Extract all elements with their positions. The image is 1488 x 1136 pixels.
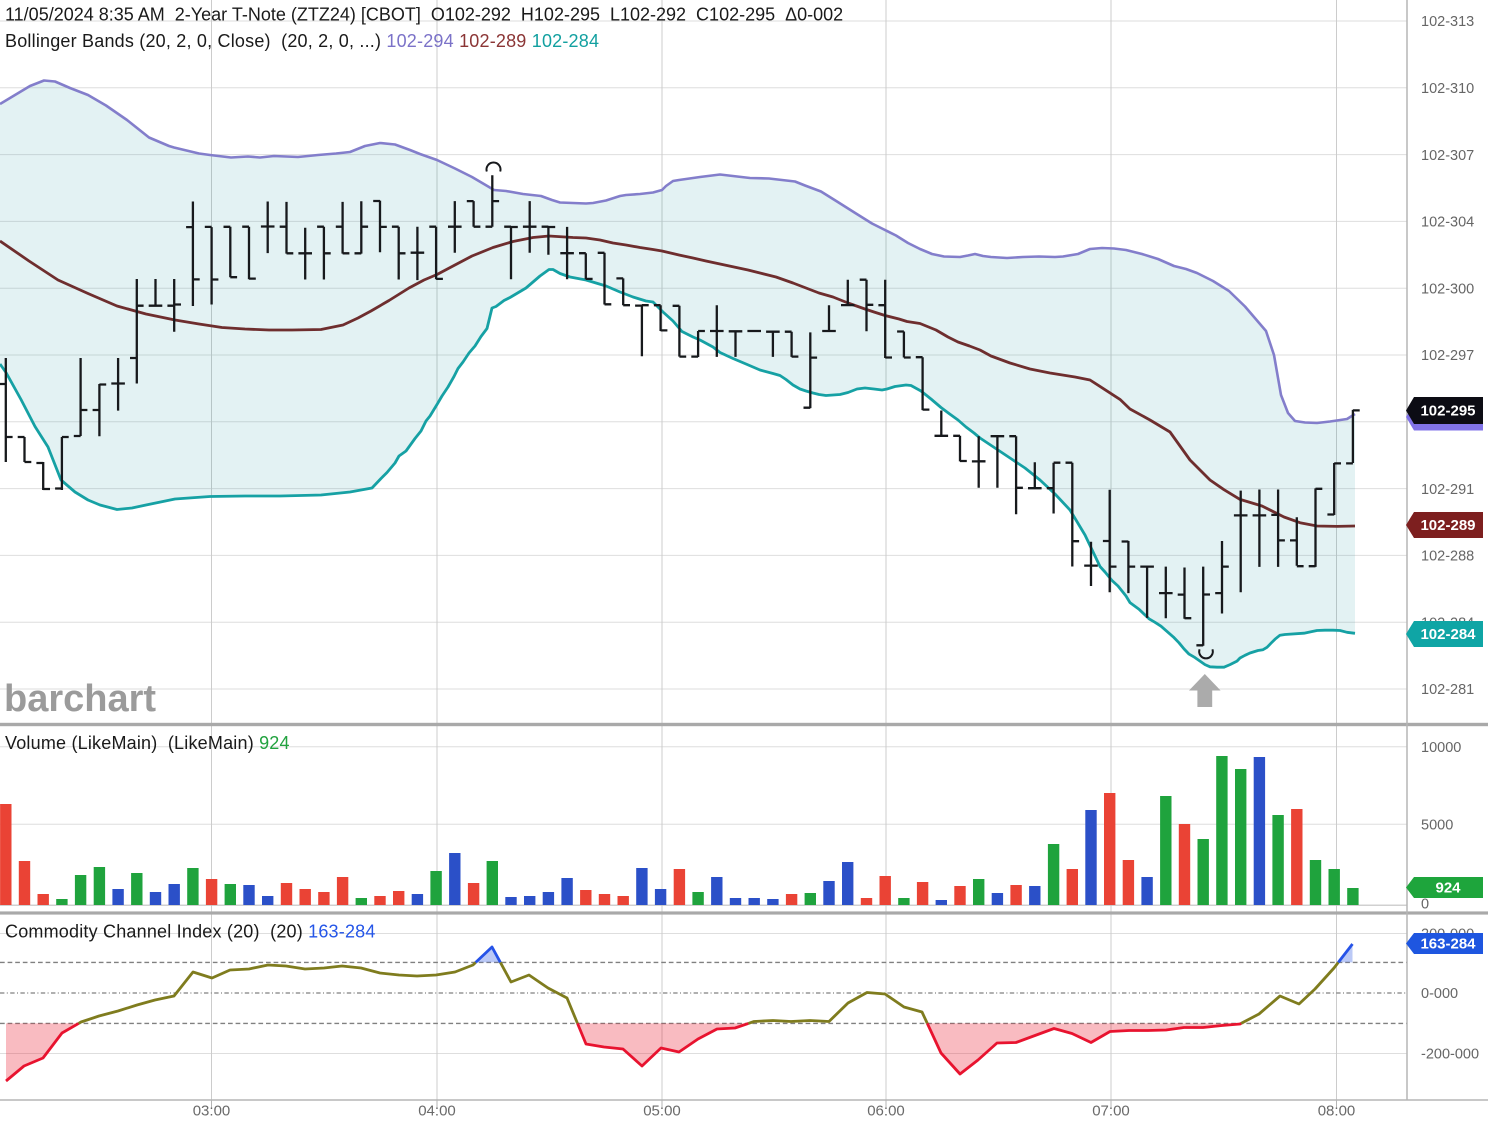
- svg-text:102-284: 102-284: [1420, 626, 1476, 643]
- svg-text:04:00: 04:00: [418, 1103, 456, 1120]
- svg-text:08:00: 08:00: [1318, 1103, 1356, 1120]
- svg-text:102-310: 102-310: [1421, 81, 1474, 97]
- svg-text:102-281: 102-281: [1421, 682, 1474, 698]
- svg-text:10000: 10000: [1421, 740, 1461, 756]
- svg-text:0: 0: [1421, 897, 1429, 913]
- svg-text:Volume (LikeMain) (LikeMain): Volume (LikeMain) (LikeMain) 924: [5, 733, 290, 753]
- svg-text:102-288: 102-288: [1421, 549, 1474, 565]
- svg-text:07:00: 07:00: [1092, 1103, 1130, 1120]
- svg-text:05:00: 05:00: [643, 1103, 681, 1120]
- svg-text:102-291: 102-291: [1421, 482, 1474, 498]
- svg-text:03:00: 03:00: [193, 1103, 231, 1120]
- svg-text:Commodity Channel Index (20): Commodity Channel Index (20) (20) 163-28…: [5, 922, 376, 942]
- svg-text:102-297: 102-297: [1421, 348, 1474, 364]
- svg-text:102-313: 102-313: [1421, 14, 1474, 30]
- svg-text:163-284: 163-284: [1420, 936, 1476, 953]
- svg-text:-200-000: -200-000: [1421, 1047, 1479, 1063]
- svg-text:5000: 5000: [1421, 818, 1453, 834]
- svg-text:102-295: 102-295: [1420, 403, 1475, 420]
- svg-text:06:00: 06:00: [867, 1103, 905, 1120]
- svg-text:924: 924: [1435, 880, 1461, 897]
- svg-text:0-000: 0-000: [1421, 986, 1458, 1002]
- svg-text:102-304: 102-304: [1421, 215, 1474, 231]
- svg-text:102-289: 102-289: [1420, 517, 1475, 534]
- svg-text:102-307: 102-307: [1421, 148, 1474, 164]
- svg-text:barchart: barchart: [4, 678, 156, 720]
- svg-text:102-300: 102-300: [1421, 281, 1474, 297]
- svg-text:Bollinger Bands (20, 2, 0, Clo: Bollinger Bands (20, 2, 0, Close) (20, 2…: [5, 31, 599, 51]
- svg-text:11/05/2024 8:35 AM 2-Year T-N: 11/05/2024 8:35 AM 2-Year T-Note (ZTZ24)…: [5, 5, 843, 25]
